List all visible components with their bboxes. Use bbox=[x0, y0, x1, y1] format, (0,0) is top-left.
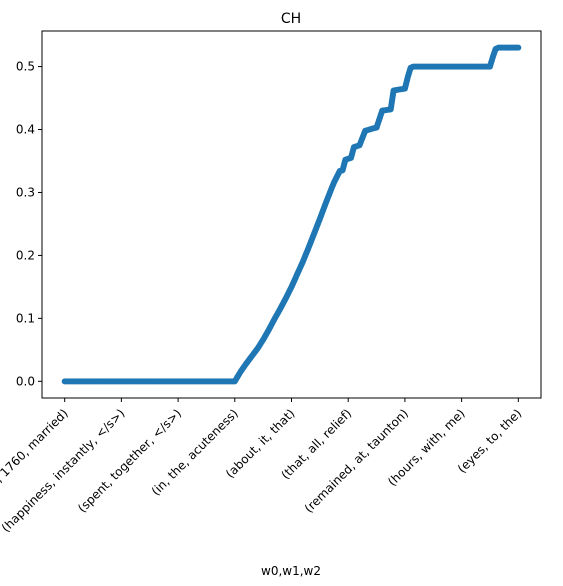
y-tick-label: 0.4 bbox=[16, 123, 35, 137]
x-axis-label: w0,w1,w2 bbox=[261, 564, 321, 578]
y-tick-label: 0.3 bbox=[16, 185, 35, 199]
chart-title: CH bbox=[281, 11, 301, 27]
y-tick-label: 0.0 bbox=[16, 374, 35, 388]
y-axis: 0.0 0.1 0.2 0.3 0.4 0.5 bbox=[16, 60, 42, 388]
data-point bbox=[515, 44, 522, 51]
y-tick-label: 0.5 bbox=[16, 60, 35, 74]
plot-area bbox=[61, 44, 522, 385]
y-tick-label: 0.1 bbox=[16, 311, 35, 325]
y-tick-label: 0.2 bbox=[16, 248, 35, 262]
